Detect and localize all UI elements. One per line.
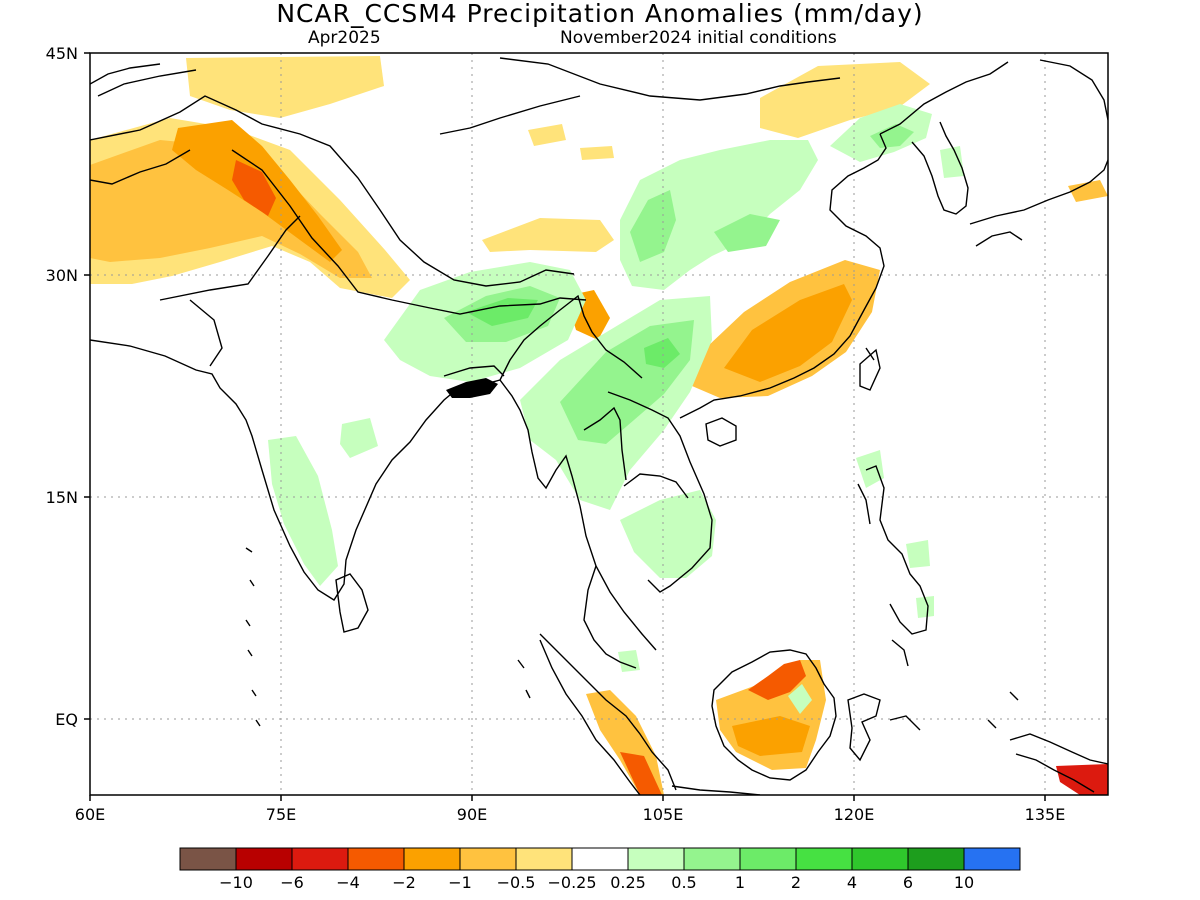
lat-label-45n: 45N bbox=[46, 44, 78, 63]
wet-anomaly-western-india bbox=[268, 436, 338, 586]
wet-anomaly-yunnan-peak bbox=[644, 338, 680, 368]
wet-anomaly-borneo-inner bbox=[788, 684, 812, 714]
dry-anomaly-afghanistan-core bbox=[90, 140, 372, 278]
colorbar-swatch bbox=[235, 847, 293, 871]
colorbar-label: 0.25 bbox=[610, 873, 646, 892]
delta-coastline-patch bbox=[446, 378, 498, 398]
colorbar-swatch bbox=[347, 847, 405, 871]
dry-anomaly-tibet bbox=[482, 218, 614, 252]
wet-anomaly-malaya bbox=[618, 650, 640, 672]
colorbar-label: 0.5 bbox=[671, 873, 696, 892]
dry-anomaly-kashmir-core bbox=[232, 160, 276, 216]
dry-anomaly-new-guinea bbox=[1056, 764, 1108, 795]
dry-anomaly-mongolia bbox=[760, 62, 930, 138]
wet-anomaly-korea-core bbox=[870, 124, 914, 148]
longitude-labels: 60E 75E 90E 105E 120E 135E bbox=[75, 805, 1066, 824]
lon-label-60e: 60E bbox=[75, 805, 105, 824]
colorbar-swatch bbox=[907, 847, 965, 871]
colorbar-label: −1 bbox=[448, 873, 472, 892]
latitude-labels: 45N 30N 15N EQ bbox=[46, 44, 78, 729]
wet-anomaly-sichuan-core bbox=[630, 190, 780, 262]
dry-anomaly-borneo-core bbox=[732, 716, 810, 756]
lat-label-15n: 15N bbox=[46, 488, 78, 507]
valid-month-label: Apr2025 bbox=[308, 28, 381, 48]
colorbar-label: 1 bbox=[735, 873, 745, 892]
colorbar-swatch bbox=[739, 847, 797, 871]
colorbar-label: −0.5 bbox=[497, 873, 536, 892]
gridlines bbox=[90, 53, 1108, 795]
dry-anomaly-southeast-china-core bbox=[724, 284, 852, 382]
colorbar-swatch bbox=[851, 847, 909, 871]
colorbar-swatch bbox=[515, 847, 573, 871]
colorbar-swatch bbox=[571, 847, 629, 871]
coastlines-and-borders bbox=[90, 57, 1108, 795]
wet-anomaly-central-china bbox=[620, 140, 818, 290]
colorbar-label: −2 bbox=[392, 873, 416, 892]
lon-label-90e: 90E bbox=[457, 805, 487, 824]
lon-label-135e: 135E bbox=[1025, 805, 1066, 824]
colorbar-swatch bbox=[459, 847, 517, 871]
wet-anomaly-indochina bbox=[620, 490, 716, 578]
colorbar-swatch bbox=[963, 847, 1021, 871]
lat-label-30n: 30N bbox=[46, 266, 78, 285]
colorbar-swatch bbox=[403, 847, 461, 871]
colorbar-label: −10 bbox=[219, 873, 253, 892]
colorbar-label: 4 bbox=[847, 873, 857, 892]
colorbar-label: −6 bbox=[280, 873, 304, 892]
colorbar-label: −4 bbox=[336, 873, 360, 892]
dry-anomaly-sumatra-core bbox=[620, 752, 662, 795]
dry-anomaly-inner-mongolia bbox=[528, 124, 614, 160]
colorbar-swatch bbox=[179, 847, 237, 871]
dry-anomaly-korea-east bbox=[1068, 180, 1108, 202]
colorbar-label: 10 bbox=[954, 873, 974, 892]
init-conditions-label: November2024 initial conditions bbox=[560, 28, 837, 48]
lon-label-105e: 105E bbox=[643, 805, 684, 824]
map-title: NCAR_CCSM4 Precipitation Anomalies (mm/d… bbox=[276, 0, 924, 28]
wet-anomaly-bay-of-bengal bbox=[340, 418, 378, 458]
lon-label-75e: 75E bbox=[266, 805, 296, 824]
colorbar-swatch bbox=[795, 847, 853, 871]
plot-frame bbox=[89, 52, 1109, 796]
dry-anomaly-central-asia bbox=[186, 56, 384, 118]
colorbar-swatch bbox=[627, 847, 685, 871]
colorbar: −10 −6 −4 −2 −1 −0.5 −0.25 0.25 0.5 1 2 4 6 10 bbox=[179, 847, 1021, 892]
colorbar-label: −0.25 bbox=[547, 873, 596, 892]
colorbar-label: 2 bbox=[791, 873, 801, 892]
anomaly-field bbox=[90, 56, 1108, 795]
axis-ticks bbox=[84, 52, 1046, 801]
colorbar-label: 6 bbox=[903, 873, 913, 892]
lat-label-eq: EQ bbox=[55, 710, 78, 729]
colorbar-swatch bbox=[291, 847, 349, 871]
dry-anomaly-north-borneo bbox=[748, 660, 806, 700]
colorbar-swatch bbox=[683, 847, 741, 871]
lon-label-120e: 120E bbox=[834, 805, 875, 824]
